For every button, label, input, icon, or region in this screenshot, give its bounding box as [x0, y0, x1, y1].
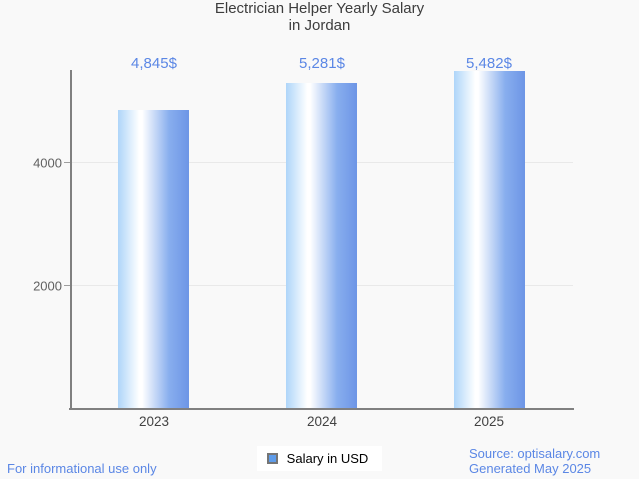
chart-title: Electrician Helper Yearly Salary in Jord… [0, 0, 639, 34]
informational-note: For informational use only [7, 461, 157, 476]
legend-swatch-icon [266, 453, 278, 464]
x-tick-label-2025: 2025 [473, 414, 505, 429]
source-link[interactable]: Source: optisalary.com [469, 446, 601, 461]
y-tick-mark [64, 162, 72, 164]
y-tick-mark [64, 285, 72, 287]
legend: Salary in USD [0, 446, 639, 471]
source-block: Source: optisalary.com Generated May 202… [469, 446, 600, 476]
y-tick-label: 2000 [33, 278, 62, 294]
y-tick-label: 4000 [33, 155, 62, 171]
value-label-2025: 5,482$ [466, 55, 512, 72]
bar-2025[interactable] [454, 71, 525, 408]
chart-title-line2: in Jordan [288, 17, 351, 34]
generated-date: Generated May 2025 [469, 461, 592, 476]
y-axis-line [70, 70, 72, 409]
legend-label: Salary in USD [286, 451, 369, 466]
bar-2024[interactable] [286, 83, 357, 408]
bar-2023[interactable] [118, 110, 189, 408]
chart-title-line1: Electrician Helper Yearly Salary [214, 0, 425, 17]
value-label-2023: 4,845$ [131, 55, 177, 72]
x-axis-line [69, 408, 574, 410]
legend-chip: Salary in USD [256, 446, 383, 471]
x-tick-label-2024: 2024 [306, 414, 338, 429]
value-label-2024: 5,281$ [299, 55, 345, 72]
x-tick-label-2023: 2023 [138, 414, 170, 429]
